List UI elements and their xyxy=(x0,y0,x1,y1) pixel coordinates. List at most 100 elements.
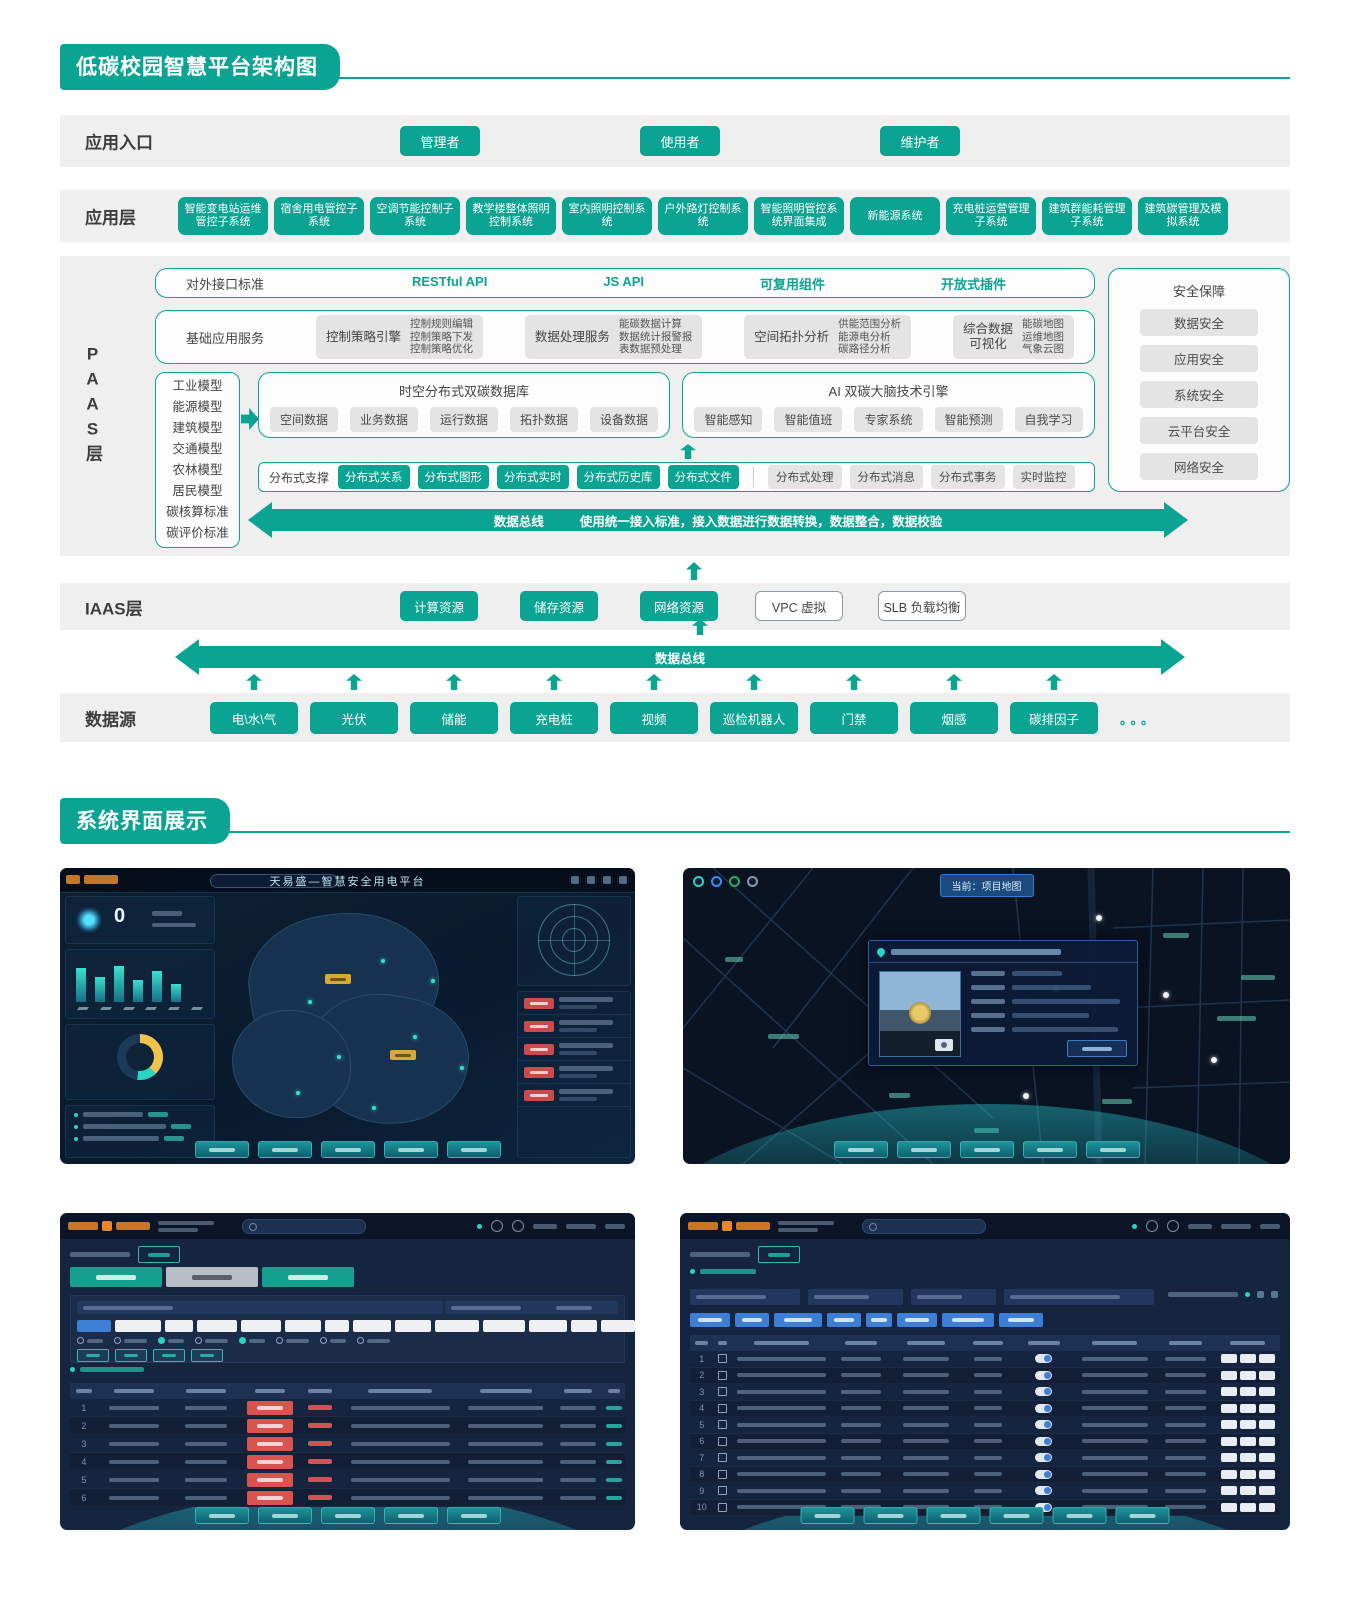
row-action-button[interactable] xyxy=(1258,1370,1275,1380)
row-action-button[interactable] xyxy=(1258,1486,1275,1496)
screen-action-button[interactable] xyxy=(1085,1141,1140,1158)
row-action-button[interactable] xyxy=(1239,1436,1256,1446)
row-checkbox[interactable] xyxy=(717,1403,727,1413)
filter-button[interactable] xyxy=(77,1349,109,1362)
action-link-bar[interactable] xyxy=(605,1477,622,1482)
row-action-button[interactable] xyxy=(1239,1370,1256,1380)
action-link-bar[interactable] xyxy=(605,1459,622,1464)
search-input[interactable] xyxy=(210,874,338,888)
filter-button[interactable] xyxy=(191,1349,223,1362)
table-row[interactable]: 8 xyxy=(690,1466,1280,1483)
record-tab-button[interactable] xyxy=(166,1267,258,1287)
filter-radio[interactable] xyxy=(114,1337,147,1344)
alert-list-item[interactable] xyxy=(518,1084,630,1107)
search-input[interactable] xyxy=(242,1218,366,1234)
table-row[interactable]: 2 xyxy=(690,1367,1280,1384)
app-system-button[interactable]: 智能变电站运维管控子系统 xyxy=(178,197,268,235)
app-system-button[interactable]: 教学楼整体照明控制系统 xyxy=(466,197,556,235)
user-name-bar[interactable] xyxy=(1188,1223,1212,1229)
filter-chip[interactable] xyxy=(395,1320,431,1332)
datasource-button[interactable]: 巡检机器人 xyxy=(710,702,798,734)
screen-action-button[interactable] xyxy=(959,1141,1014,1158)
status-toggle[interactable] xyxy=(1035,1370,1053,1380)
alert-list-item[interactable] xyxy=(518,1038,630,1061)
app-system-button[interactable]: 室内照明控制系统 xyxy=(562,197,652,235)
action-link-bar[interactable] xyxy=(605,1423,622,1428)
filter-chip[interactable] xyxy=(285,1320,321,1332)
status-toggle[interactable] xyxy=(1035,1453,1053,1463)
filter-radio[interactable] xyxy=(77,1337,103,1344)
filter-radio[interactable] xyxy=(158,1337,184,1344)
volume-icon[interactable] xyxy=(1146,1220,1158,1232)
status-toggle[interactable] xyxy=(1035,1436,1053,1446)
screen-action-button[interactable] xyxy=(194,1507,249,1524)
status-toggle[interactable] xyxy=(1035,1387,1053,1397)
menu-icon[interactable] xyxy=(619,876,627,884)
breadcrumb-tab-chip[interactable] xyxy=(758,1246,800,1263)
bulk-action-button[interactable] xyxy=(735,1313,769,1327)
action-link-bar[interactable] xyxy=(605,1405,622,1410)
window-dot-gray[interactable] xyxy=(747,876,758,887)
row-checkbox[interactable] xyxy=(717,1486,727,1496)
popup-detail-button[interactable] xyxy=(1067,1040,1127,1057)
table-row[interactable]: 3 xyxy=(70,1435,625,1453)
bell-icon[interactable] xyxy=(587,876,595,884)
row-checkbox[interactable] xyxy=(717,1453,727,1463)
row-action-button[interactable] xyxy=(1220,1502,1237,1512)
row-action-button[interactable] xyxy=(1239,1486,1256,1496)
row-action-button[interactable] xyxy=(1220,1387,1237,1397)
filter-button[interactable] xyxy=(153,1349,185,1362)
row-action-button[interactable] xyxy=(1220,1453,1237,1463)
row-action-button[interactable] xyxy=(1239,1502,1256,1512)
window-dot-blue[interactable] xyxy=(711,876,722,887)
row-checkbox[interactable] xyxy=(717,1436,727,1446)
table-row[interactable]: 9 xyxy=(690,1483,1280,1500)
filter-radio[interactable] xyxy=(239,1337,265,1344)
screen-action-button[interactable] xyxy=(257,1507,312,1524)
volume-icon[interactable] xyxy=(491,1220,503,1232)
row-checkbox[interactable] xyxy=(717,1387,727,1397)
app-system-button[interactable]: 智能照明管控系统界面集成 xyxy=(754,197,844,235)
datasource-button[interactable]: 电\水\气 xyxy=(210,702,298,734)
row-action-button[interactable] xyxy=(1220,1403,1237,1413)
row-checkbox[interactable] xyxy=(717,1354,727,1364)
screen-action-button[interactable] xyxy=(863,1507,918,1524)
bulk-action-button[interactable] xyxy=(690,1313,730,1327)
table-row[interactable]: 1 xyxy=(690,1351,1280,1368)
current-map-tab[interactable]: 当前：项目地图 xyxy=(939,874,1034,897)
row-action-button[interactable] xyxy=(1239,1453,1256,1463)
action-link-bar[interactable] xyxy=(605,1441,622,1446)
table-row[interactable]: 5 xyxy=(70,1471,625,1489)
screen-action-button[interactable] xyxy=(1052,1507,1107,1524)
status-toggle[interactable] xyxy=(1035,1403,1053,1413)
screen-action-button[interactable] xyxy=(446,1507,501,1524)
row-action-button[interactable] xyxy=(1239,1420,1256,1430)
menu-bar[interactable] xyxy=(605,1223,625,1229)
user-icon[interactable] xyxy=(603,876,611,884)
role-button[interactable]: 管理者 xyxy=(400,126,480,156)
screen-action-button[interactable] xyxy=(833,1141,888,1158)
app-system-button[interactable]: 新能源系统 xyxy=(850,197,940,235)
row-action-button[interactable] xyxy=(1220,1354,1237,1364)
row-action-button[interactable] xyxy=(1258,1436,1275,1446)
row-action-button[interactable] xyxy=(1258,1420,1275,1430)
row-checkbox[interactable] xyxy=(717,1420,727,1430)
bulk-action-button[interactable] xyxy=(999,1313,1043,1327)
screen-action-button[interactable] xyxy=(1115,1507,1170,1524)
map-point-icon[interactable] xyxy=(1211,1057,1218,1064)
app-system-button[interactable]: 充电桩运营管理子系统 xyxy=(946,197,1036,235)
row-action-button[interactable] xyxy=(1258,1387,1275,1397)
table-row[interactable]: 2 xyxy=(70,1417,625,1435)
filter-chip[interactable] xyxy=(77,1320,111,1332)
row-action-button[interactable] xyxy=(1239,1469,1256,1479)
screen-action-button[interactable] xyxy=(194,1141,249,1158)
row-checkbox[interactable] xyxy=(717,1502,727,1512)
screen-action-button[interactable] xyxy=(896,1141,951,1158)
iaas-resource-button[interactable]: 网络资源 xyxy=(640,591,718,621)
record-tab-button[interactable] xyxy=(70,1267,162,1287)
datasource-button[interactable]: 烟感 xyxy=(910,702,998,734)
datasource-button[interactable]: 储能 xyxy=(410,702,498,734)
datasource-button[interactable]: 光伏 xyxy=(310,702,398,734)
filter-radio[interactable] xyxy=(357,1337,390,1344)
filter-chip[interactable] xyxy=(241,1320,281,1332)
